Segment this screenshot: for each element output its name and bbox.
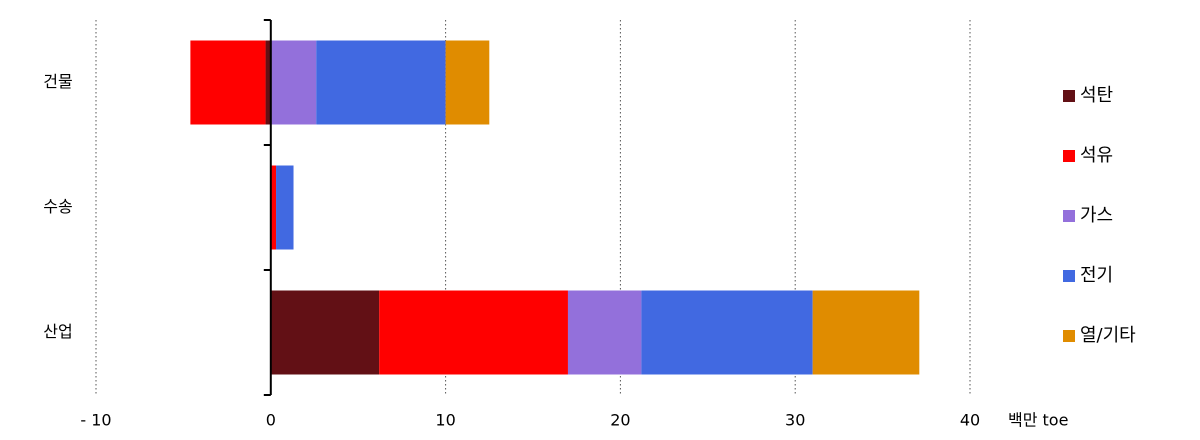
bar	[641, 290, 813, 375]
legend-swatch	[1063, 330, 1075, 342]
legend-label: 열/기타	[1080, 325, 1136, 346]
bar	[265, 40, 271, 125]
legend-label: 가스	[1080, 205, 1113, 226]
legend-swatch	[1063, 150, 1075, 162]
bar	[190, 40, 266, 125]
legend-label: 석유	[1080, 145, 1113, 166]
legend-label: 석탄	[1080, 85, 1113, 106]
x-tick-label: 10	[435, 411, 455, 430]
bar	[567, 290, 642, 375]
bar	[316, 40, 446, 125]
y-tick-label: 산업	[43, 322, 72, 341]
bar	[276, 165, 294, 250]
bar	[445, 40, 490, 125]
bar	[270, 40, 317, 125]
x-axis-label: 백만 toe	[1008, 411, 1068, 430]
x-tick-label: 40	[960, 411, 980, 430]
y-tick-label: 수송	[43, 197, 72, 216]
bar	[270, 165, 277, 250]
x-tick-label: 0	[266, 411, 276, 430]
legend-swatch	[1063, 90, 1075, 102]
legend-label: 전기	[1080, 265, 1113, 286]
legend-swatch	[1063, 270, 1075, 282]
x-tick-label: 30	[785, 411, 805, 430]
legend-swatch	[1063, 210, 1075, 222]
bar	[270, 290, 380, 375]
y-tick-label: 건물	[43, 72, 72, 91]
x-tick-label: - 10	[80, 411, 111, 430]
bar	[812, 290, 920, 375]
x-tick-label: 20	[610, 411, 630, 430]
bar	[379, 290, 568, 375]
